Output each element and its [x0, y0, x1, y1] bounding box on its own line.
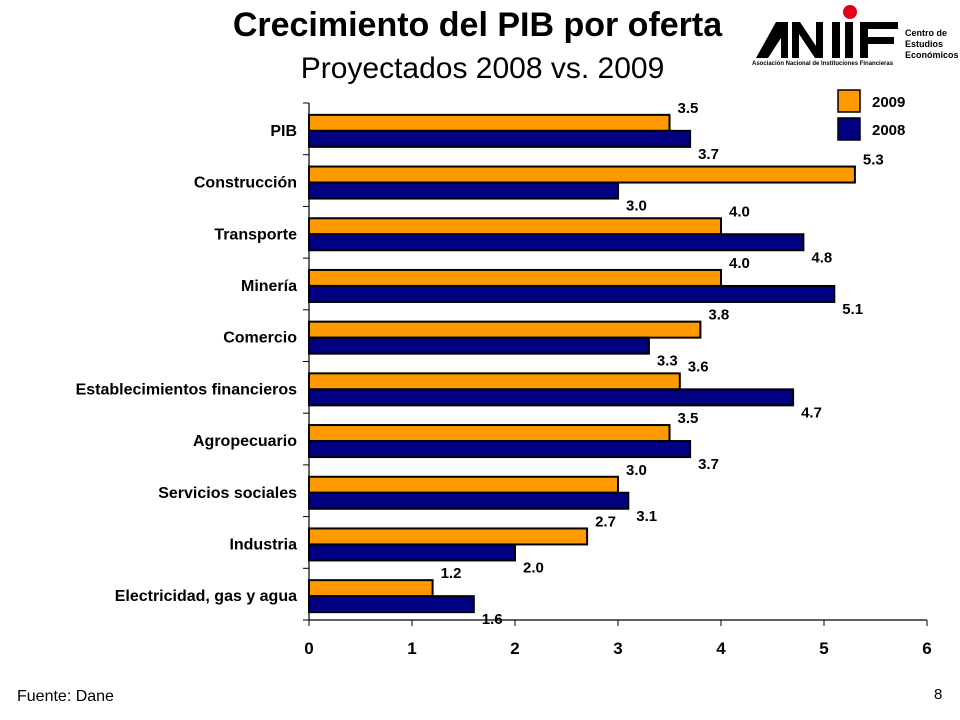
x-tick-label: 0: [304, 639, 313, 658]
x-tick-label: 2: [510, 639, 519, 658]
x-tick-label: 5: [819, 639, 828, 658]
source-note: Fuente: Dane: [17, 688, 114, 705]
x-tick-label: 6: [922, 639, 931, 658]
data-label-2009: 3.8: [708, 307, 729, 324]
data-label-2008: 3.7: [698, 146, 719, 163]
data-label-2008: 3.3: [657, 353, 678, 370]
data-label-2008: 4.8: [811, 249, 832, 266]
x-tick-label: 1: [407, 639, 416, 658]
bar-2009: [308, 372, 681, 391]
data-label-2008: 3.7: [698, 456, 719, 473]
bar-2008: [308, 336, 650, 355]
bar-2009: [308, 268, 722, 287]
bar-2008: [308, 595, 475, 614]
bar-2009: [308, 579, 434, 598]
data-label-2009: 3.0: [626, 462, 647, 479]
data-label-2009: 5.3: [863, 152, 884, 169]
bar-2008: [308, 129, 692, 148]
anif-logo-mark: [756, 5, 898, 58]
logo-letter-i-2: [845, 22, 853, 58]
bar-2008: [308, 233, 805, 252]
data-label-2008: 4.7: [801, 404, 822, 421]
bar-2008: [308, 284, 836, 303]
logo-red-dot: [843, 5, 857, 19]
legend-label-2009: 2009: [872, 94, 905, 111]
bar-2009: [308, 320, 702, 339]
data-label-2009: 4.0: [729, 255, 750, 272]
category-label: Industria: [229, 536, 297, 553]
data-label-2008: 3.1: [636, 508, 657, 525]
logo-letter-n: [792, 22, 823, 58]
chart-title: Crecimiento del PIB por oferta: [232, 6, 723, 44]
bar-2009: [308, 165, 856, 184]
category-label: PIB: [270, 123, 297, 140]
chart-subtitle: Proyectados 2008 vs. 2009: [300, 52, 665, 85]
data-label-2009: 4.0: [729, 203, 750, 220]
bar-2008: [308, 543, 516, 562]
bar-2009: [308, 475, 619, 494]
logo-side-line: Centro de: [905, 28, 948, 38]
bar-2009: [308, 424, 671, 443]
category-label: Establecimientos financieros: [76, 381, 298, 398]
logo-letter-a: [756, 22, 788, 58]
logo-subtitle: Asociación Nacional de Instituciones Fin…: [752, 61, 894, 67]
bar-2009: [308, 217, 722, 236]
category-label: Agropecuario: [193, 433, 297, 450]
category-label: Construcción: [194, 175, 297, 192]
data-label-2009: 1.2: [441, 565, 462, 582]
logo-side-line: Económicos: [905, 50, 959, 60]
logo-letter-i: [832, 22, 840, 58]
x-tick-label: 3: [613, 639, 622, 658]
data-label-2008: 3.0: [626, 198, 647, 215]
x-tick-label: 4: [716, 639, 726, 658]
category-label: Electricidad, gas y agua: [115, 588, 297, 605]
bar-2009: [308, 527, 589, 546]
logo-side-text: Centro de Estudios Económicos: [905, 28, 959, 61]
bar-2008: [308, 491, 630, 510]
bar-2008: [308, 388, 795, 407]
bar-2008: [308, 181, 619, 200]
category-label: Servicios sociales: [158, 485, 297, 502]
category-label: Comercio: [223, 330, 297, 347]
legend-swatch-2009: [837, 89, 861, 113]
logo-letter-f: [860, 22, 898, 58]
data-label-2009: 2.7: [595, 513, 616, 530]
category-label: Transporte: [214, 226, 297, 243]
data-label-2009: 3.6: [688, 358, 709, 375]
category-label: Minería: [241, 278, 297, 295]
logo-side-line: Estudios: [905, 39, 944, 49]
legend-label-2008: 2008: [872, 122, 905, 139]
bar-2008: [308, 440, 692, 459]
data-label-2009: 3.5: [678, 410, 699, 427]
data-label-2008: 2.0: [523, 559, 544, 576]
bar-2009: [308, 113, 671, 132]
data-label-2008: 5.1: [842, 301, 863, 318]
page-number: 8: [934, 686, 943, 703]
data-label-2008: 1.6: [482, 611, 503, 628]
data-label-2009: 3.5: [678, 100, 699, 117]
legend-swatch-2008: [837, 117, 861, 141]
